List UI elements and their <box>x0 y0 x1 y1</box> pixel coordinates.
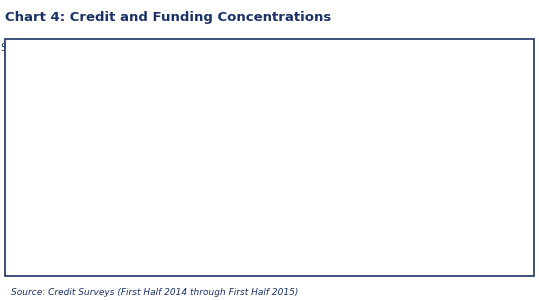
Text: Source: Credit Surveys (First Half 2014 through First Half 2015): Source: Credit Surveys (First Half 2014 … <box>11 288 298 297</box>
Bar <box>453 216 507 246</box>
Bar <box>333 216 386 218</box>
Bar <box>212 123 266 136</box>
Bar <box>212 98 266 123</box>
Bar <box>453 208 507 214</box>
Text: % Surveys: % Surveys <box>0 43 43 52</box>
Text: Chart 4: Credit and Funding Concentrations: Chart 4: Credit and Funding Concentratio… <box>5 11 331 25</box>
Bar <box>453 214 507 216</box>
Bar <box>333 220 386 246</box>
Bar <box>212 136 266 246</box>
Legend: Concentrations, Material Growth, Vulnerable to Economic Stress: Concentrations, Material Growth, Vulnera… <box>374 64 524 98</box>
Bar <box>91 176 145 181</box>
Bar <box>91 181 145 246</box>
Bar <box>333 218 386 220</box>
Bar <box>91 170 145 176</box>
